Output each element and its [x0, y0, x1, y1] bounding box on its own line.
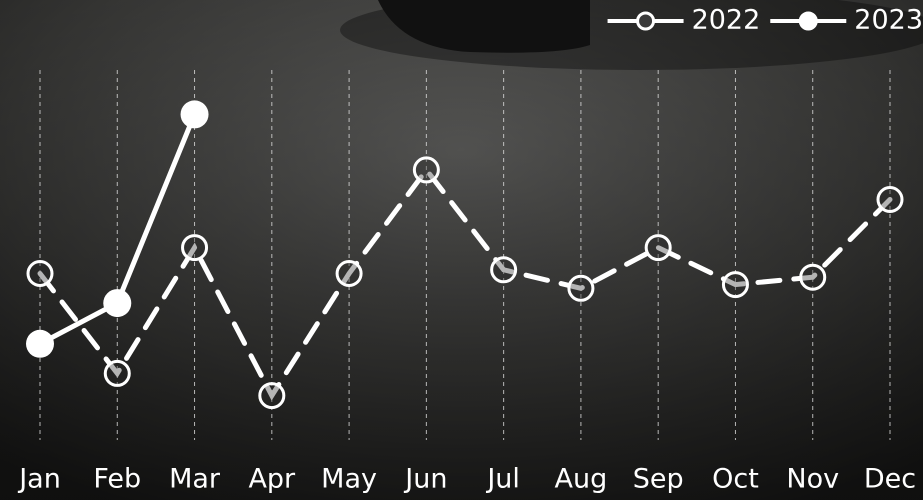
point — [876, 186, 904, 213]
x-tick-label: Nov — [786, 464, 839, 495]
point — [644, 234, 672, 262]
point — [490, 256, 518, 284]
tire — [378, 0, 590, 53]
point — [181, 234, 209, 262]
x-tick-label: Apr — [248, 464, 296, 495]
point — [103, 289, 132, 318]
legend-label: 2022 — [692, 5, 761, 36]
point — [180, 100, 209, 129]
point — [26, 260, 54, 287]
x-tick-label: Sep — [633, 464, 684, 495]
point — [26, 329, 54, 358]
point — [335, 260, 363, 287]
legend-label: 2023 — [854, 5, 923, 36]
x-tick-label: May — [321, 464, 377, 495]
legend-marker — [798, 11, 818, 31]
point — [258, 382, 286, 410]
x-tick-label: Jun — [403, 464, 447, 495]
x-tick-label: Dec — [864, 464, 916, 495]
x-tick-label: Feb — [93, 464, 141, 495]
series-line — [37, 165, 893, 401]
point — [721, 271, 749, 299]
point — [799, 263, 827, 291]
legend-marker — [636, 11, 656, 31]
x-tick-label: Aug — [555, 464, 608, 495]
point — [567, 274, 595, 302]
x-tick-label: Jul — [485, 464, 520, 495]
point — [103, 359, 131, 387]
x-tick-label: Oct — [712, 464, 759, 495]
x-tick-label: Jan — [17, 464, 61, 495]
x-tick-label: Mar — [169, 464, 221, 495]
point — [412, 156, 440, 184]
